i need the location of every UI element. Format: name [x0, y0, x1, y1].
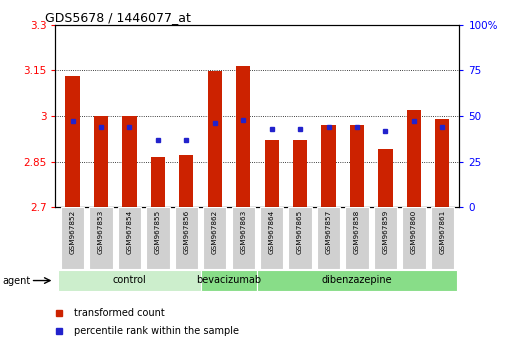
- Text: GSM967865: GSM967865: [297, 210, 303, 255]
- Bar: [402, 207, 426, 269]
- Text: percentile rank within the sample: percentile rank within the sample: [73, 326, 239, 336]
- Bar: [378, 149, 392, 207]
- Text: GSM967862: GSM967862: [212, 210, 218, 255]
- Bar: [431, 207, 454, 269]
- Text: GSM967852: GSM967852: [70, 210, 76, 255]
- Text: GSM967859: GSM967859: [382, 210, 389, 255]
- Text: agent: agent: [3, 275, 31, 286]
- Bar: [179, 155, 193, 207]
- Text: GSM967856: GSM967856: [183, 210, 189, 255]
- Text: GSM967854: GSM967854: [126, 210, 133, 255]
- Bar: [350, 125, 364, 207]
- Bar: [150, 157, 165, 207]
- Text: GDS5678 / 1446077_at: GDS5678 / 1446077_at: [45, 11, 191, 24]
- Bar: [288, 207, 312, 269]
- Bar: [236, 66, 250, 207]
- Bar: [293, 140, 307, 207]
- Bar: [322, 125, 336, 207]
- Text: GSM967857: GSM967857: [326, 210, 332, 255]
- Text: GSM967853: GSM967853: [98, 210, 104, 255]
- Bar: [265, 140, 279, 207]
- Bar: [122, 116, 137, 207]
- Bar: [317, 207, 340, 269]
- Bar: [208, 71, 222, 207]
- Bar: [374, 207, 397, 269]
- Bar: [89, 207, 112, 269]
- Text: transformed count: transformed count: [73, 308, 164, 318]
- Bar: [203, 207, 227, 269]
- Bar: [260, 207, 284, 269]
- Bar: [58, 270, 201, 291]
- Bar: [61, 207, 84, 269]
- Text: bevacizumab: bevacizumab: [196, 275, 261, 285]
- Bar: [175, 207, 198, 269]
- Bar: [435, 119, 449, 207]
- Bar: [231, 207, 255, 269]
- Bar: [65, 76, 80, 207]
- Bar: [94, 116, 108, 207]
- Text: GSM967860: GSM967860: [411, 210, 417, 255]
- Text: GSM967863: GSM967863: [240, 210, 246, 255]
- Text: GSM967864: GSM967864: [269, 210, 275, 255]
- Text: GSM967861: GSM967861: [439, 210, 445, 255]
- Bar: [345, 207, 369, 269]
- Bar: [146, 207, 169, 269]
- Bar: [201, 270, 258, 291]
- Text: GSM967858: GSM967858: [354, 210, 360, 255]
- Text: GSM967855: GSM967855: [155, 210, 161, 255]
- Bar: [118, 207, 141, 269]
- Text: control: control: [112, 275, 146, 285]
- Bar: [258, 270, 457, 291]
- Bar: [407, 110, 421, 207]
- Text: dibenzazepine: dibenzazepine: [322, 275, 392, 285]
